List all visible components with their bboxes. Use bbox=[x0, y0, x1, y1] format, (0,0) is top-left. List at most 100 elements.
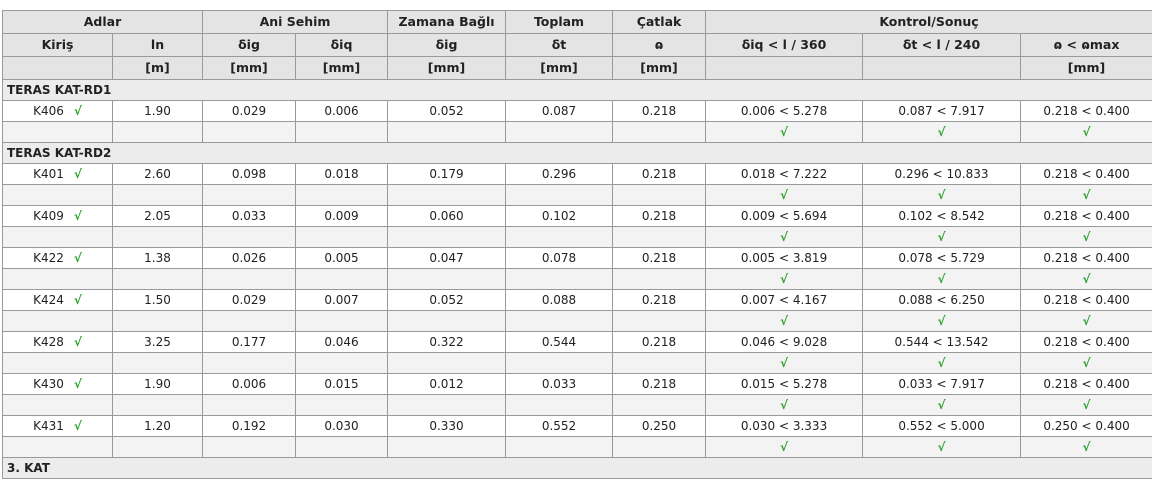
value-cell: 0.544 bbox=[505, 331, 614, 353]
control-cell: 0.006 < 5.278 bbox=[705, 100, 864, 122]
beam-row: K424 √ 1.50 0.029 0.007 0.052 0.088 0.218 0.007 … bbox=[2, 289, 1152, 311]
group-name: TERAS KAT-RD2 bbox=[1, 142, 1152, 164]
beam-name-cell: K409 √ bbox=[2, 205, 113, 227]
beam-name: K428 bbox=[33, 335, 64, 349]
value-cell: 0.009 bbox=[295, 205, 389, 227]
unit-cell bbox=[2, 56, 113, 80]
empty-cell bbox=[612, 310, 707, 332]
value-cell: 0.218 bbox=[612, 205, 707, 227]
control-check: √ bbox=[1020, 436, 1152, 458]
value-cell: 0.218 bbox=[612, 289, 707, 311]
empty-cell bbox=[505, 436, 614, 458]
value-cell: 0.322 bbox=[387, 331, 507, 353]
column-header: ɷ bbox=[612, 33, 707, 57]
control-check: √ bbox=[862, 226, 1022, 248]
value-cell: 0.552 bbox=[505, 415, 614, 437]
empty-cell bbox=[111, 352, 204, 374]
control-cell: 0.218 < 0.400 bbox=[1020, 289, 1152, 311]
value-cell: 1.50 bbox=[111, 289, 204, 311]
control-cell: 0.088 < 6.250 bbox=[862, 289, 1022, 311]
empty-cell bbox=[2, 268, 113, 290]
check-mark: √ bbox=[73, 335, 82, 349]
value-cell: 0.296 bbox=[505, 163, 614, 185]
check-mark: √ bbox=[73, 251, 82, 265]
value-cell: 0.046 bbox=[295, 331, 389, 353]
unit-cell bbox=[705, 56, 864, 80]
control-check: √ bbox=[862, 121, 1022, 143]
control-check: √ bbox=[1020, 268, 1152, 290]
unit-cell: [mm] bbox=[1020, 56, 1152, 80]
group-header: Çatlak bbox=[612, 10, 707, 34]
value-cell: 0.218 bbox=[612, 373, 707, 395]
empty-cell bbox=[295, 184, 389, 206]
empty-cell bbox=[111, 226, 204, 248]
beam-subrow: √ √ √ bbox=[2, 184, 1152, 206]
beam-row: K401 √ 2.60 0.098 0.018 0.179 0.296 0.218 0.018 … bbox=[2, 163, 1152, 185]
empty-cell bbox=[505, 352, 614, 374]
control-check: √ bbox=[862, 268, 1022, 290]
empty-cell bbox=[2, 121, 113, 143]
beam-subrow: √ √ √ bbox=[2, 226, 1152, 248]
beam-name-cell: K422 √ bbox=[2, 247, 113, 269]
empty-cell bbox=[505, 226, 614, 248]
value-cell: 0.033 bbox=[505, 373, 614, 395]
empty-cell bbox=[111, 268, 204, 290]
control-check: √ bbox=[705, 226, 864, 248]
column-header: δig bbox=[202, 33, 297, 57]
empty-cell bbox=[111, 310, 204, 332]
control-check: √ bbox=[1020, 121, 1152, 143]
beam-name-cell: K431 √ bbox=[2, 415, 113, 437]
empty-cell bbox=[387, 226, 507, 248]
value-cell: 0.087 bbox=[505, 100, 614, 122]
empty-cell bbox=[2, 436, 113, 458]
control-check: √ bbox=[862, 352, 1022, 374]
beam-name: K401 bbox=[33, 167, 64, 181]
empty-cell bbox=[2, 310, 113, 332]
beam-subrow: √ √ √ bbox=[2, 310, 1152, 332]
check-mark: √ bbox=[73, 209, 82, 223]
value-cell: 0.033 bbox=[202, 205, 297, 227]
value-cell: 0.218 bbox=[612, 163, 707, 185]
unit-cell: [m] bbox=[111, 56, 204, 80]
beam-row: K406 √ 1.90 0.029 0.006 0.052 0.087 0.218 0.006 … bbox=[2, 100, 1152, 122]
control-cell: 0.030 < 3.333 bbox=[705, 415, 864, 437]
empty-cell bbox=[111, 184, 204, 206]
control-cell: 0.218 < 0.400 bbox=[1020, 373, 1152, 395]
empty-cell bbox=[505, 184, 614, 206]
group-header: Toplam bbox=[505, 10, 614, 34]
empty-cell bbox=[295, 268, 389, 290]
value-cell: 0.078 bbox=[505, 247, 614, 269]
check-mark: √ bbox=[73, 293, 82, 307]
group-name: 3. KAT bbox=[1, 457, 1152, 479]
control-cell: 0.544 < 13.542 bbox=[862, 331, 1022, 353]
beam-name-cell: K428 √ bbox=[2, 331, 113, 353]
value-cell: 2.60 bbox=[111, 163, 204, 185]
value-cell: 0.218 bbox=[612, 100, 707, 122]
control-cell: 0.218 < 0.400 bbox=[1020, 100, 1152, 122]
beam-name: K422 bbox=[33, 251, 64, 265]
control-check: √ bbox=[1020, 352, 1152, 374]
control-check: √ bbox=[1020, 394, 1152, 416]
control-cell: 0.046 < 9.028 bbox=[705, 331, 864, 353]
value-cell: 0.052 bbox=[387, 100, 507, 122]
empty-cell bbox=[387, 394, 507, 416]
empty-cell bbox=[505, 268, 614, 290]
value-cell: 0.192 bbox=[202, 415, 297, 437]
beam-row: K430 √ 1.90 0.006 0.015 0.012 0.033 0.218 0.015 … bbox=[2, 373, 1152, 395]
unit-cell: [mm] bbox=[295, 56, 389, 80]
control-cell: 0.078 < 5.729 bbox=[862, 247, 1022, 269]
value-cell: 0.006 bbox=[295, 100, 389, 122]
header-row: [m] [mm] [mm] [mm] [mm] [mm] [mm] bbox=[2, 56, 1152, 80]
value-cell: 0.026 bbox=[202, 247, 297, 269]
empty-cell bbox=[202, 394, 297, 416]
beam-subrow: √ √ √ bbox=[2, 394, 1152, 416]
value-cell: 0.005 bbox=[295, 247, 389, 269]
beam-subrow: √ √ √ bbox=[2, 436, 1152, 458]
empty-cell bbox=[202, 226, 297, 248]
value-cell: 0.006 bbox=[202, 373, 297, 395]
value-cell: 1.90 bbox=[111, 373, 204, 395]
value-cell: 0.218 bbox=[612, 331, 707, 353]
group-name: TERAS KAT-RD1 bbox=[1, 79, 1152, 101]
beam-name: K431 bbox=[33, 419, 64, 433]
control-cell: 0.033 < 7.917 bbox=[862, 373, 1022, 395]
